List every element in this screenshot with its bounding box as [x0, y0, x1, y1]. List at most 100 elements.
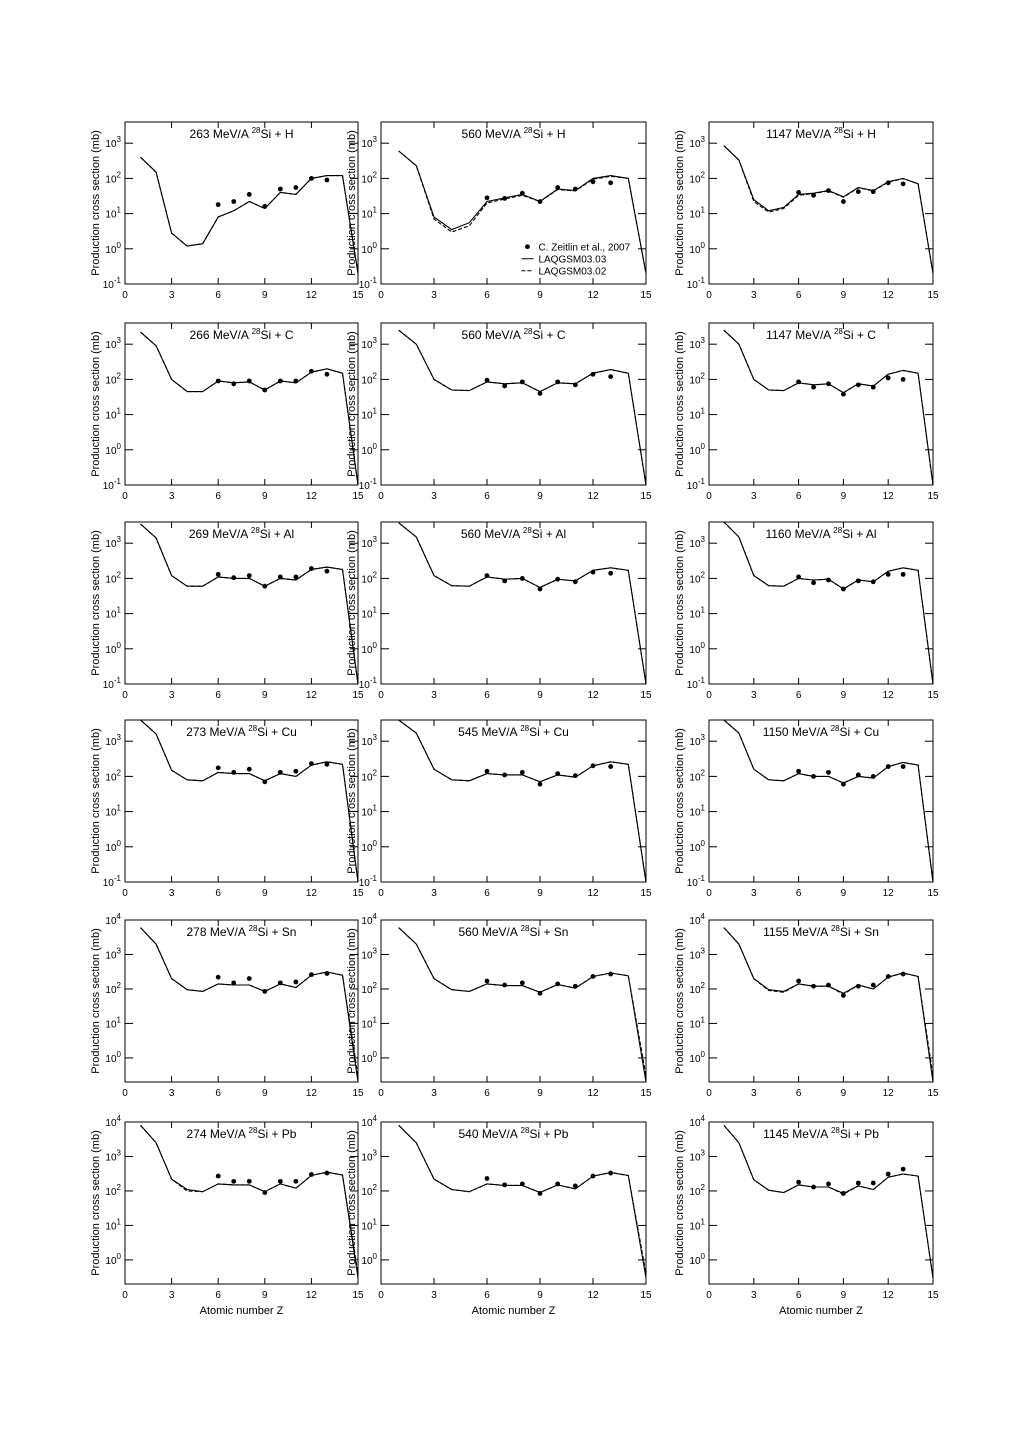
title-part: Si + Al: [260, 527, 294, 541]
title-part: 1155 MeV/A: [763, 925, 831, 939]
x-tick-label: 3: [169, 1088, 175, 1099]
x-tick-label: 3: [751, 690, 757, 701]
x-tick-label: 0: [122, 690, 128, 701]
data-point: [826, 769, 831, 775]
y-tick-label: 103: [361, 135, 377, 150]
x-tick-label: 15: [640, 690, 652, 701]
y-tick-label: 103: [105, 135, 121, 150]
y-tick-label: 102: [361, 371, 377, 386]
data-point: [502, 383, 508, 389]
data-point: [502, 982, 508, 988]
data-point: [246, 766, 252, 772]
tick-exp: 0: [117, 641, 122, 650]
y-tick-label: 102: [689, 371, 705, 386]
tick-exp: 3: [373, 1148, 378, 1157]
x-tick-label: 0: [378, 1088, 384, 1099]
data-point: [841, 199, 846, 204]
y-tick-label: 104: [105, 912, 121, 927]
title-part: 274 MeV/A: [187, 1127, 249, 1141]
y-tick-label: 102: [689, 170, 705, 185]
x-tick-label: 0: [706, 888, 712, 899]
x-axis-label: Atomic number Z: [779, 1305, 863, 1317]
model-line: [398, 1124, 646, 1274]
tick-base: 10: [103, 481, 115, 492]
title-part: 28: [521, 924, 530, 933]
title-part: 28: [831, 1126, 840, 1135]
tick-base: 10: [103, 280, 115, 291]
y-tick-label: 100: [689, 1050, 705, 1065]
panel-title: 1160 MeV/A 28Si + Al: [765, 526, 876, 541]
tick-base: 10: [689, 737, 701, 748]
tick-base: 10: [687, 680, 699, 691]
y-tick-label: 10-1: [103, 676, 122, 691]
data-point: [324, 761, 330, 767]
y-tick-label: 103: [105, 535, 121, 550]
x-tick-label: 12: [587, 1088, 599, 1099]
tick-exp: 0: [373, 442, 378, 451]
y-tick-label: 101: [105, 1015, 121, 1030]
y-axis-label: Production cross section (mb): [674, 1130, 686, 1276]
plot-frame: [124, 521, 359, 685]
panel-title: 560 MeV/A 28Si + C: [462, 327, 566, 342]
data-point: [841, 391, 846, 397]
tick-base: 10: [361, 375, 373, 386]
y-tick-label: 103: [105, 733, 121, 748]
x-tick-label: 9: [537, 888, 543, 899]
tick-exp: 0: [117, 442, 122, 451]
tick-exp: 0: [117, 1050, 122, 1059]
data-point: [246, 192, 252, 197]
data-point: [885, 571, 891, 577]
tick-exp: 3: [701, 946, 706, 955]
x-tick-label: 6: [484, 1088, 490, 1099]
tick-exp: 0: [373, 1252, 378, 1261]
title-part: 266 MeV/A: [190, 328, 252, 342]
tick-exp: 3: [373, 535, 378, 544]
data-point: [608, 570, 614, 576]
x-tick-label: 0: [706, 1290, 712, 1301]
y-tick-label: 104: [361, 912, 377, 927]
y-tick-label: 101: [361, 1015, 377, 1030]
tick-exp: 0: [701, 1252, 706, 1261]
x-tick-label: 12: [883, 888, 895, 899]
x-tick-label: 15: [927, 690, 939, 701]
model-line: [723, 522, 933, 684]
tick-base: 10: [689, 1221, 701, 1232]
title-part: Si + Cu: [840, 725, 880, 739]
title-part: Si + Sn: [840, 925, 879, 939]
x-tick-label: 12: [587, 690, 599, 701]
data-point: [885, 375, 891, 381]
tick-base: 10: [361, 539, 373, 550]
tick-base: 10: [105, 772, 117, 783]
title-part: 28: [521, 1126, 530, 1135]
x-tick-label: 15: [927, 491, 939, 502]
x-tick-label: 15: [927, 1290, 939, 1301]
y-tick-label: 102: [689, 570, 705, 585]
x-tick-label: 3: [431, 1290, 437, 1301]
tick-exp: 2: [701, 570, 706, 579]
tick-base: 10: [105, 916, 117, 927]
tick-base: 10: [105, 1256, 117, 1267]
data-point: [324, 568, 330, 574]
x-tick-label: 9: [841, 1290, 847, 1301]
data-point: [537, 781, 543, 787]
title-part: 263 MeV/A: [190, 127, 252, 141]
legend-marker: [525, 244, 530, 250]
data-point: [608, 971, 614, 977]
tick-base: 10: [105, 808, 117, 819]
x-tick-label: 6: [796, 1290, 802, 1301]
y-tick-label: 102: [361, 1183, 377, 1198]
tick-exp: -1: [114, 676, 122, 685]
plot-frame: [380, 719, 647, 883]
tick-exp: 1: [701, 1217, 706, 1226]
tick-base: 10: [359, 280, 371, 291]
data-point: [293, 574, 299, 580]
title-part: 28: [523, 526, 532, 535]
tick-base: 10: [689, 1256, 701, 1267]
x-tick-label: 0: [122, 888, 128, 899]
x-tick-label: 3: [751, 491, 757, 502]
y-tick-label: 103: [689, 946, 705, 961]
tick-base: 10: [361, 645, 373, 656]
y-tick-label: 101: [689, 1015, 705, 1030]
plot-frame: [708, 1121, 934, 1285]
x-tick-label: 12: [883, 1088, 895, 1099]
